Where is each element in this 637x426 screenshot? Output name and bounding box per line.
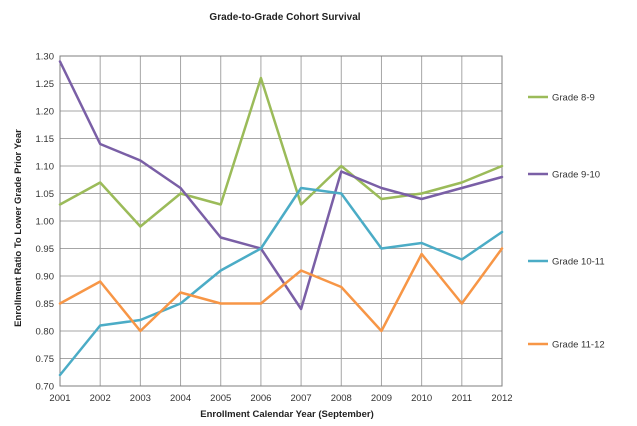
series-line-grade-11-12 xyxy=(58,247,504,333)
legend-label: Grade 8-9 xyxy=(552,93,595,104)
x-tick-label: 2008 xyxy=(331,393,352,404)
x-tick-label: 2006 xyxy=(250,393,271,404)
y-tick-label: 1.25 xyxy=(36,79,55,90)
y-tick-label: 1.30 xyxy=(36,52,55,63)
x-tick-label: 2005 xyxy=(210,393,231,404)
x-tick-label: 2007 xyxy=(291,393,312,404)
legend-label: Grade 9-10 xyxy=(552,170,600,181)
y-tick-label: 0.95 xyxy=(36,244,55,255)
y-tick-label: 0.70 xyxy=(36,382,55,393)
y-tick-label: 0.80 xyxy=(36,327,55,338)
y-tick-label: 0.75 xyxy=(36,354,55,365)
y-tick-label: 0.85 xyxy=(36,299,55,310)
x-tick-label: 2001 xyxy=(49,393,70,404)
y-axis-ticks: 0.70 0.75 0.80 0.85 0.90 0.95 1.00 1.05 1.10 1.15… xyxy=(36,52,55,393)
plot-area-border xyxy=(59,55,503,387)
legend-label: Grade 10-11 xyxy=(552,257,605,268)
y-tick-label: 1.15 xyxy=(36,134,55,145)
x-tick-label: 2011 xyxy=(452,393,472,404)
x-axis-title: Enrollment Calendar Year (September) xyxy=(200,409,374,420)
gridlines xyxy=(59,55,503,387)
y-tick-label: 0.90 xyxy=(36,272,55,283)
y-tick-label: 1.05 xyxy=(36,189,55,200)
y-axis-title: Enrollment Ratio To Lower Grade Prior Ye… xyxy=(13,129,24,327)
x-tick-label: 2012 xyxy=(491,393,512,404)
x-tick-label: 2010 xyxy=(411,393,432,404)
x-axis-ticks: 2001 2002 2003 2004 2005 2006 2007 2008 2009 2010… xyxy=(49,393,512,404)
x-tick-label: 2003 xyxy=(130,393,151,404)
series-line-grade-8-9 xyxy=(58,76,504,228)
y-tick-label: 1.00 xyxy=(36,217,55,228)
series-line-grade-9-10 xyxy=(58,60,504,311)
y-tick-label: 1.10 xyxy=(36,162,55,173)
x-tick-label: 2004 xyxy=(170,393,191,404)
series-lines xyxy=(58,60,504,377)
legend: Grade 8-9 Grade 9-10 Grade 10-11 Grade 11-1… xyxy=(528,93,605,351)
chart-title: Grade-to-Grade Cohort Survival xyxy=(209,12,360,23)
series-line-grade-10-11 xyxy=(58,186,504,377)
x-tick-label: 2002 xyxy=(90,393,111,404)
y-tick-label: 1.20 xyxy=(36,107,55,118)
x-tick-label: 2009 xyxy=(371,393,392,404)
legend-label: Grade 11-12 xyxy=(552,340,605,351)
